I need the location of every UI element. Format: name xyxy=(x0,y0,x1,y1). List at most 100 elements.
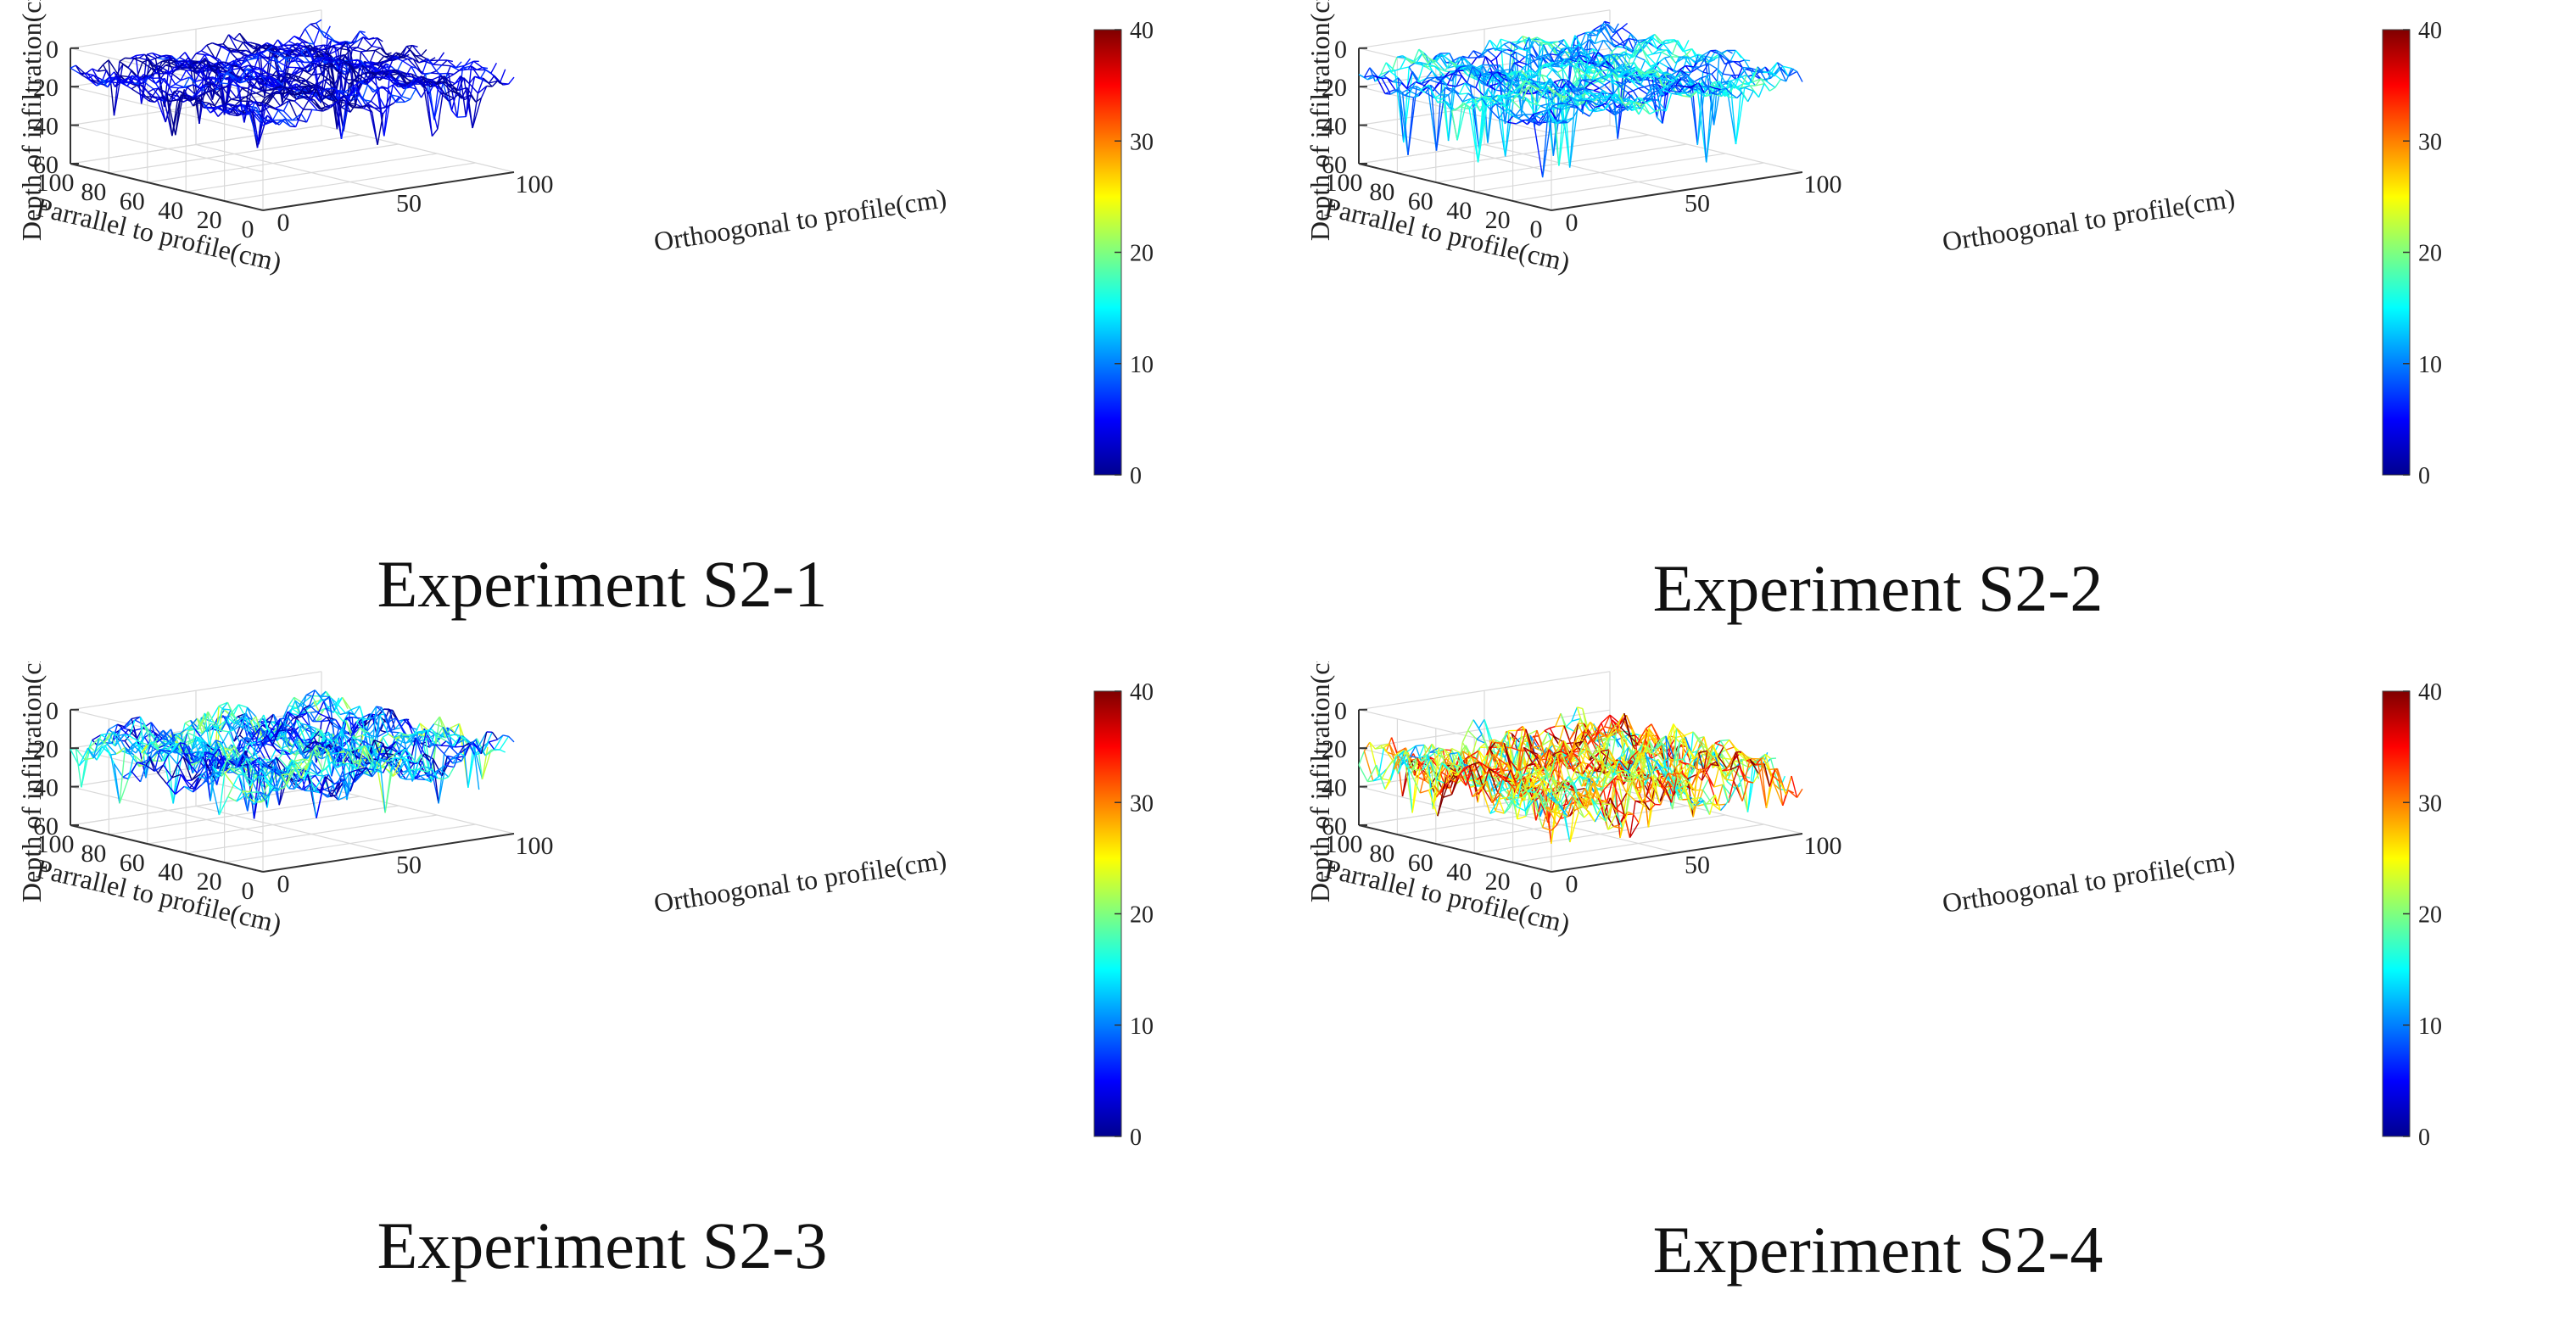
mesh-segment xyxy=(177,67,187,71)
mesh-segment xyxy=(1752,78,1762,83)
mesh-segment xyxy=(1776,62,1787,82)
mesh-segment xyxy=(1612,85,1620,95)
mesh-segment xyxy=(308,47,318,52)
mesh-segment xyxy=(441,64,451,67)
mesh-segment xyxy=(1589,81,1599,87)
mesh-segment xyxy=(1475,72,1482,88)
mesh-segment xyxy=(1461,92,1469,103)
mesh-segment xyxy=(364,62,374,72)
mesh-segment xyxy=(352,49,361,53)
mesh-segment xyxy=(282,110,293,121)
mesh-segment xyxy=(1560,83,1567,95)
mesh-segment xyxy=(1489,103,1496,110)
mesh-segment xyxy=(217,61,224,64)
mesh-segment xyxy=(1685,65,1692,73)
mesh-segment xyxy=(1450,86,1457,92)
mesh-segment xyxy=(1640,41,1651,53)
mesh-segment xyxy=(1721,53,1731,63)
mesh-segment xyxy=(1408,63,1416,68)
mesh-segment xyxy=(1595,109,1604,113)
mesh-segment xyxy=(70,64,76,69)
mesh-segment xyxy=(366,713,373,733)
mesh-segment xyxy=(137,740,148,745)
mesh-segment xyxy=(433,59,439,65)
mesh-segment xyxy=(293,36,304,43)
mesh-segment xyxy=(1452,70,1459,75)
mesh-segment xyxy=(459,64,466,71)
mesh-segment xyxy=(1601,64,1611,70)
mesh-segment xyxy=(1671,40,1679,55)
mesh-segment xyxy=(1661,51,1671,58)
mesh-segment xyxy=(1684,86,1694,90)
mesh-segment xyxy=(1444,60,1451,72)
mesh-segment xyxy=(302,41,309,44)
mesh-segment xyxy=(1558,121,1568,124)
mesh-segment xyxy=(1401,92,1409,155)
mesh-segment xyxy=(267,61,277,71)
mesh-segment xyxy=(1542,96,1552,101)
mesh-segment xyxy=(319,57,326,66)
mesh-segment xyxy=(1426,70,1433,79)
mesh-segment xyxy=(264,47,275,97)
mesh-segment xyxy=(180,70,187,81)
mesh-segment xyxy=(292,113,302,121)
mesh-segment xyxy=(1519,86,1529,95)
mesh-segment xyxy=(323,96,330,101)
mesh-segment xyxy=(257,714,265,726)
mesh-segment xyxy=(233,32,241,40)
mesh-segment xyxy=(168,98,178,103)
mesh-segment xyxy=(290,126,296,128)
mesh-segment xyxy=(1390,57,1398,72)
mesh-segment xyxy=(248,731,258,740)
mesh-segment xyxy=(1668,66,1678,73)
mesh-segment xyxy=(1623,74,1630,84)
mesh-segment xyxy=(442,91,450,102)
mesh-segment xyxy=(78,747,89,767)
mesh-segment xyxy=(184,719,191,724)
mesh-segment xyxy=(1638,86,1645,89)
mesh-segment xyxy=(214,96,221,107)
mesh-segment xyxy=(1579,59,1589,68)
mesh-segment xyxy=(1732,78,1739,87)
mesh-segment xyxy=(277,109,288,120)
axes xyxy=(1358,47,1803,211)
mesh-segment xyxy=(1652,51,1662,55)
mesh-segment xyxy=(1629,70,1638,71)
mesh-segment xyxy=(182,57,189,64)
mesh-segment xyxy=(1524,53,1531,58)
mesh-segment xyxy=(1515,114,1524,117)
mesh-segment xyxy=(1602,90,1612,97)
mesh-segment xyxy=(300,82,310,87)
mesh-segment xyxy=(1626,98,1633,111)
mesh-segment xyxy=(1568,64,1578,70)
mesh-segment xyxy=(1765,72,1773,82)
mesh-segment xyxy=(119,57,126,63)
mesh-segment xyxy=(1428,84,1439,103)
mesh-segment xyxy=(1380,62,1387,75)
mesh-segment xyxy=(1643,104,1651,114)
mesh-segment xyxy=(432,75,441,81)
mesh-segment xyxy=(355,64,363,78)
mesh-segment xyxy=(247,84,254,89)
mesh-segment xyxy=(1608,104,1616,115)
mesh-segment xyxy=(328,49,338,55)
mesh-segment xyxy=(320,68,327,75)
mesh-segment xyxy=(1471,57,1478,66)
mesh-segment xyxy=(271,90,277,95)
mesh-segment xyxy=(402,74,409,81)
mesh-segment xyxy=(70,67,80,74)
mesh-segment xyxy=(1796,70,1803,82)
mesh-segment xyxy=(324,25,331,38)
mesh-segment xyxy=(1661,49,1668,53)
mesh-segment xyxy=(1450,110,1458,141)
mesh-segment xyxy=(122,776,129,780)
mesh-segment xyxy=(322,108,329,112)
mesh-segment xyxy=(127,728,137,740)
mesh-segment xyxy=(1746,74,1757,87)
mesh-segment xyxy=(1730,93,1738,99)
mesh-segment xyxy=(360,72,366,76)
x-axis-title: Orthoogonal to profile(cm) xyxy=(1940,182,2237,257)
mesh-segment xyxy=(1619,37,1629,45)
mesh-segment xyxy=(1585,31,1592,34)
mesh-segment xyxy=(81,746,91,788)
